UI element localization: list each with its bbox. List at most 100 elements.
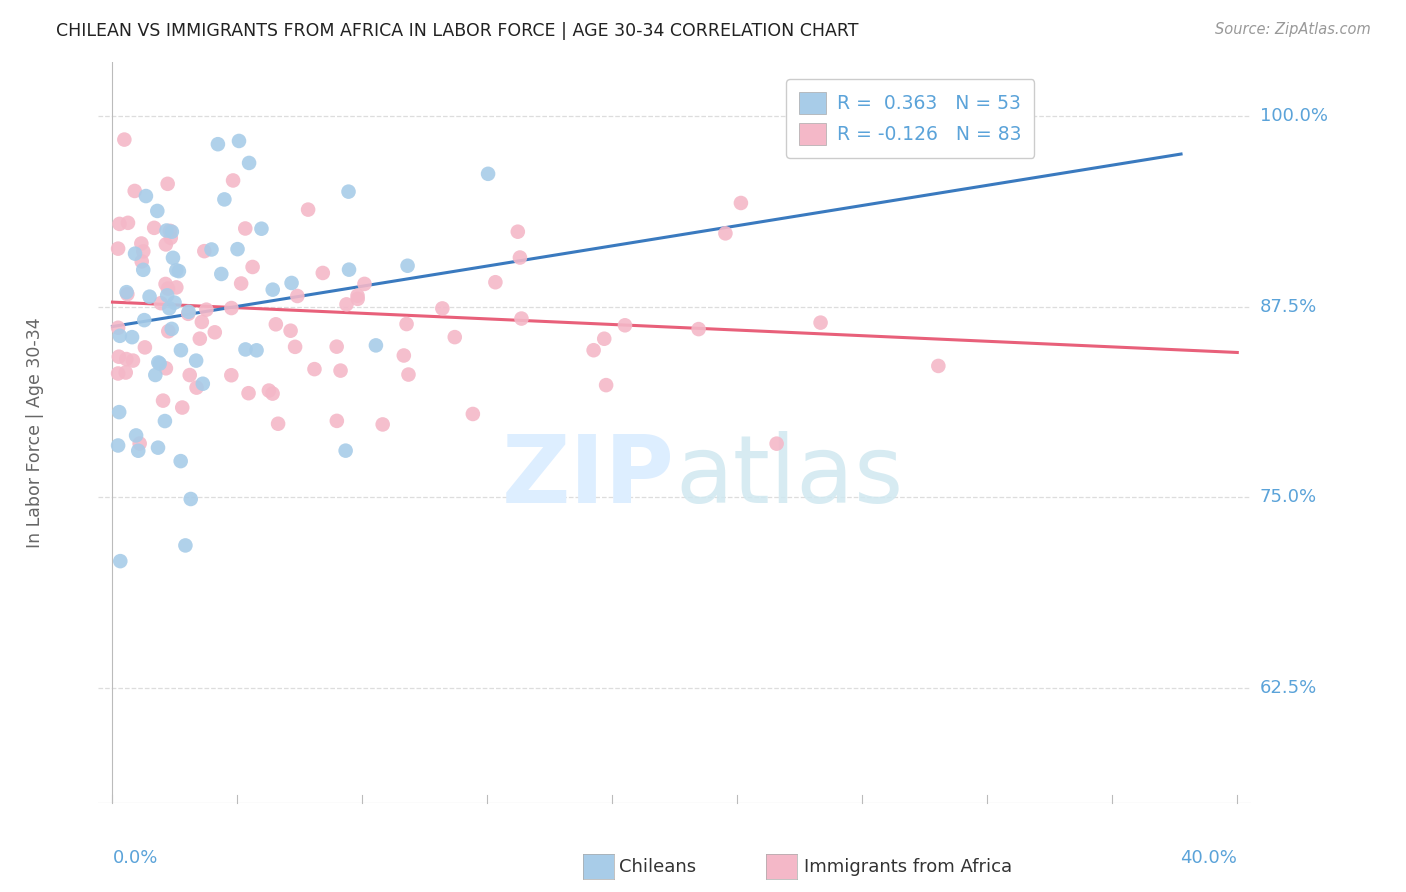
Point: [335, 443, 357, 458]
Text: 75.0%: 75.0%: [1260, 489, 1317, 507]
Point: [117, 216, 139, 230]
Point: [155, 223, 177, 237]
Point: [157, 324, 180, 338]
Point: [209, 267, 232, 281]
Point: [112, 132, 135, 146]
Point: [231, 277, 253, 291]
Point: [159, 224, 181, 238]
Point: [172, 401, 194, 415]
Point: [193, 244, 215, 259]
Point: [204, 326, 226, 340]
Text: 100.0%: 100.0%: [1260, 107, 1327, 125]
Point: [143, 368, 166, 382]
Point: [222, 173, 245, 187]
Point: [156, 177, 179, 191]
Point: [506, 225, 529, 239]
Text: 87.5%: 87.5%: [1260, 298, 1317, 316]
Point: [207, 137, 229, 152]
Point: [148, 355, 170, 369]
Point: [156, 288, 179, 302]
Point: [280, 276, 302, 290]
Point: [163, 295, 186, 310]
Point: [297, 202, 319, 217]
Point: [614, 318, 637, 333]
Point: [186, 381, 208, 395]
Point: [107, 367, 129, 381]
Point: [108, 217, 131, 231]
Point: [371, 417, 394, 432]
Point: [346, 289, 368, 303]
Point: [115, 352, 138, 367]
Point: [304, 362, 326, 376]
Point: [191, 315, 214, 329]
Point: [156, 281, 179, 295]
Point: [228, 134, 250, 148]
Point: [124, 246, 146, 260]
Point: [250, 221, 273, 235]
Legend: R =  0.363   N = 53, R = -0.126   N = 83: R = 0.363 N = 53, R = -0.126 N = 83: [786, 79, 1035, 158]
Point: [155, 237, 177, 252]
Point: [117, 287, 139, 301]
Point: [221, 301, 243, 315]
Point: [461, 407, 484, 421]
Point: [353, 277, 375, 291]
Point: [174, 538, 197, 552]
Point: [927, 359, 949, 373]
Point: [132, 244, 155, 259]
Point: [132, 262, 155, 277]
Point: [284, 340, 307, 354]
Point: [392, 349, 415, 363]
Point: [264, 318, 287, 332]
Point: [245, 343, 267, 358]
Point: [337, 185, 360, 199]
Point: [484, 275, 506, 289]
Point: [582, 343, 605, 358]
Point: [177, 305, 200, 319]
Point: [167, 264, 190, 278]
Point: [179, 368, 201, 382]
Point: [214, 193, 236, 207]
Point: [509, 251, 531, 265]
Point: [186, 353, 208, 368]
Point: [159, 231, 181, 245]
Point: [280, 324, 302, 338]
Point: [477, 167, 499, 181]
Point: [325, 340, 347, 354]
Text: 62.5%: 62.5%: [1260, 680, 1317, 698]
Point: [155, 277, 177, 291]
Point: [135, 189, 157, 203]
Point: [146, 441, 169, 455]
Point: [364, 338, 387, 352]
Point: [233, 221, 256, 235]
Point: [152, 393, 174, 408]
Point: [110, 554, 132, 568]
Point: [730, 196, 752, 211]
Point: [337, 262, 360, 277]
Point: [262, 283, 284, 297]
Point: [108, 350, 131, 364]
Point: [765, 436, 787, 450]
Point: [395, 317, 418, 331]
Point: [134, 340, 156, 354]
Point: [443, 330, 465, 344]
Point: [125, 428, 148, 442]
Point: [127, 443, 149, 458]
Point: [122, 353, 145, 368]
Point: [134, 313, 156, 327]
Point: [138, 290, 160, 304]
Point: [107, 320, 129, 334]
Point: [177, 307, 200, 321]
Point: [124, 184, 146, 198]
Text: atlas: atlas: [675, 431, 903, 523]
Point: [593, 332, 616, 346]
Point: [326, 414, 349, 428]
Point: [188, 332, 211, 346]
Point: [396, 259, 419, 273]
Point: [346, 292, 368, 306]
Point: [107, 438, 129, 452]
Text: CHILEAN VS IMMIGRANTS FROM AFRICA IN LABOR FORCE | AGE 30-34 CORRELATION CHART: CHILEAN VS IMMIGRANTS FROM AFRICA IN LAB…: [56, 22, 859, 40]
Point: [165, 280, 187, 294]
Point: [108, 328, 131, 343]
Point: [115, 285, 138, 300]
Point: [107, 242, 129, 256]
